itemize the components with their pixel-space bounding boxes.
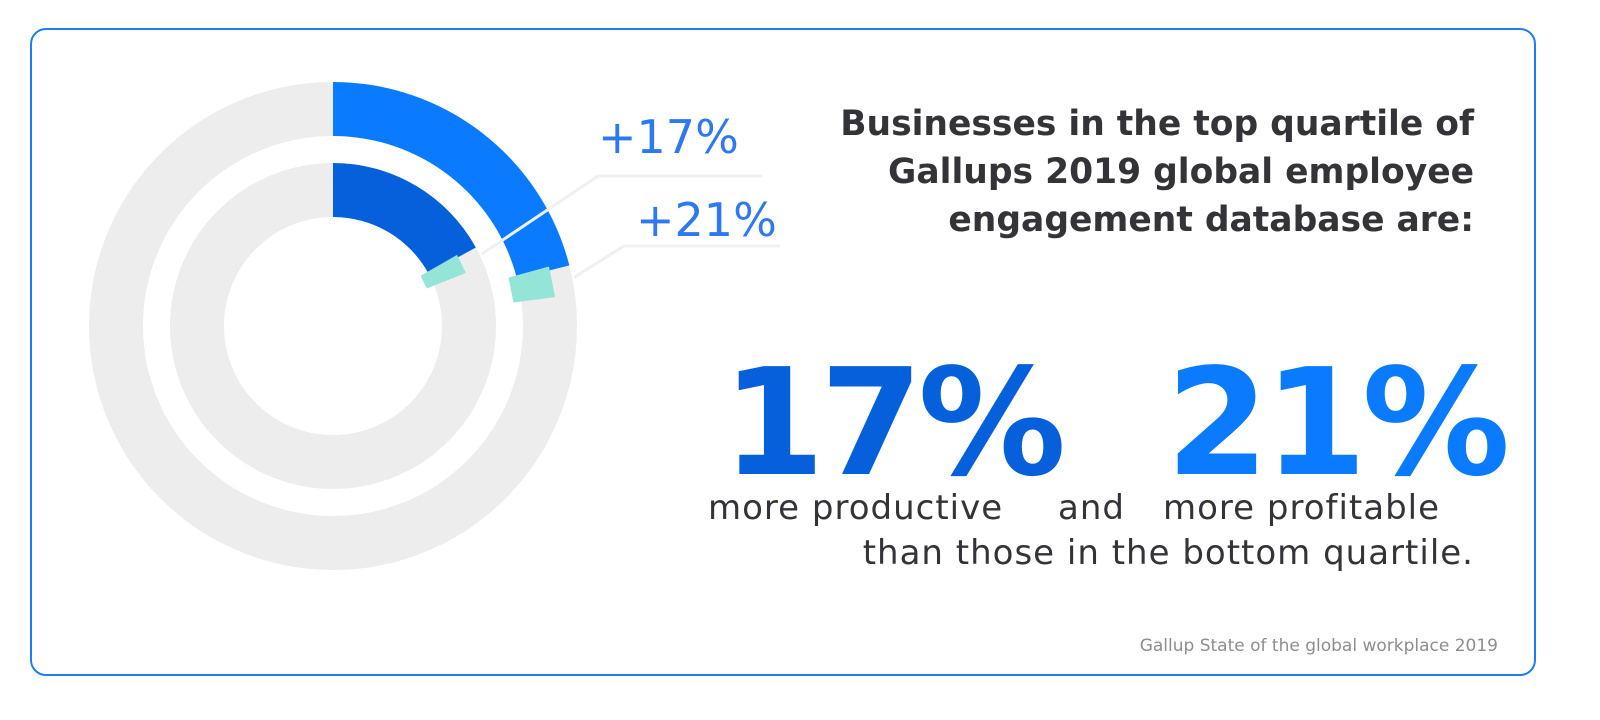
inner-ring-leader-line (480, 174, 762, 256)
inner-ring-value-label: +17% (598, 110, 739, 164)
headline-line-1: Businesses in the top quartile of (840, 104, 1474, 144)
outer-ring-leader-line (573, 244, 780, 279)
headline-line-2: Gallups 2019 global employee (888, 152, 1474, 192)
headline-line-3: engagement database are: (948, 200, 1474, 240)
productivity-stat-value: 17% (722, 337, 1066, 509)
headline: Businesses in the top quartile of Gallup… (774, 100, 1474, 244)
connector-text: and (1058, 488, 1125, 528)
radial-chart: +21% +17% (89, 82, 780, 570)
source-citation: Gallup State of the global workplace 201… (1139, 636, 1498, 656)
productivity-stat-description: more productive (708, 488, 1004, 528)
outer-ring-end-marker (508, 266, 556, 303)
inner-ring-bar-17 (333, 163, 476, 274)
outer-ring-bar-21 (333, 82, 570, 279)
comparison-text: than those in the bottom quartile. (862, 533, 1474, 573)
inner-ring-end-marker (420, 254, 466, 289)
profitability-stat-value: 21% (1166, 337, 1510, 509)
outer-ring-value-label: +21% (636, 193, 777, 247)
profitability-stat-description: more profitable (1163, 488, 1441, 528)
